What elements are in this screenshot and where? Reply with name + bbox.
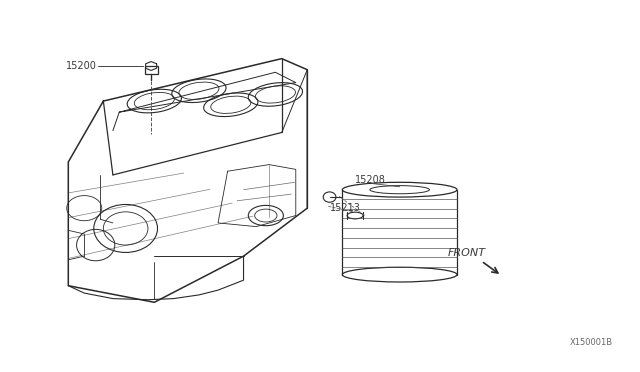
- Text: FRONT: FRONT: [447, 248, 486, 258]
- Text: 15213: 15213: [330, 203, 360, 213]
- Text: 15208: 15208: [355, 176, 386, 186]
- Text: X150001B: X150001B: [570, 339, 613, 347]
- Text: 15200: 15200: [66, 61, 97, 71]
